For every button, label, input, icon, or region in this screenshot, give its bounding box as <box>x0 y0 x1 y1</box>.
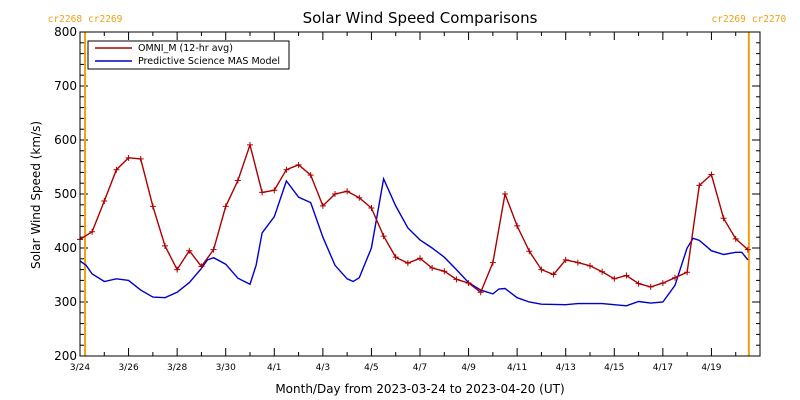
data-point <box>489 259 496 266</box>
x-tick-label: 4/1 <box>267 363 281 373</box>
data-point <box>562 256 569 263</box>
data-point <box>259 189 266 196</box>
data-point <box>198 263 205 270</box>
data-point <box>247 141 253 148</box>
y-axis-label: Solar Wind Speed (km/s) <box>29 121 43 269</box>
data-point <box>574 259 581 266</box>
data-point <box>659 280 666 287</box>
data-point <box>550 271 557 278</box>
data-point <box>392 254 399 261</box>
data-point <box>295 161 302 168</box>
x-tick-label: 4/17 <box>653 363 673 373</box>
data-point <box>708 171 715 178</box>
series-line <box>79 142 749 294</box>
y-tick-label: 800 <box>54 25 77 39</box>
data-point <box>149 203 156 210</box>
x-tick-label: 3/24 <box>70 363 90 373</box>
data-point <box>417 255 423 262</box>
y-tick-label: 500 <box>54 187 77 201</box>
data-point <box>319 202 326 209</box>
data-point <box>174 266 181 273</box>
series-mas <box>79 176 749 307</box>
series-line <box>79 176 749 307</box>
data-point <box>599 268 606 275</box>
data-point <box>453 276 460 283</box>
data-point <box>222 203 229 210</box>
carrington-label: cr2269 <box>88 14 123 25</box>
data-point <box>429 264 436 271</box>
data-point <box>380 233 387 240</box>
x-tick-label: 4/5 <box>364 363 378 373</box>
data-point <box>672 274 678 281</box>
x-tick-label: 4/9 <box>461 363 476 373</box>
data-point <box>113 166 120 173</box>
data-point <box>137 155 144 162</box>
data-point <box>404 260 411 267</box>
x-tick-label: 4/19 <box>701 363 721 373</box>
x-tick-label: 3/28 <box>167 363 187 373</box>
x-tick-label: 4/3 <box>316 363 330 373</box>
legend-label-mas: Predictive Science MAS Model <box>138 56 280 67</box>
data-point <box>465 280 472 287</box>
data-point <box>101 198 108 205</box>
x-tick-label: 4/7 <box>413 363 427 373</box>
y-tick-label: 600 <box>54 133 77 147</box>
carrington-label: cr2270 <box>752 14 787 25</box>
x-tick-label: 4/13 <box>556 363 576 373</box>
data-point <box>502 191 508 197</box>
data-point <box>186 247 193 254</box>
data-point <box>234 177 241 184</box>
data-point <box>526 248 533 255</box>
legend-label-omni: OMNI_M (12-hr avg) <box>138 43 233 54</box>
plot-frame <box>79 31 761 357</box>
carrington-label: cr2268 <box>48 14 83 25</box>
x-tick-label: 3/30 <box>216 363 236 373</box>
data-point <box>635 280 642 287</box>
data-point <box>587 262 593 269</box>
data-point <box>720 215 727 222</box>
data-point <box>368 205 375 212</box>
y-tick-label: 400 <box>54 241 77 255</box>
x-tick-label: 3/26 <box>118 363 138 373</box>
data-point <box>162 242 168 249</box>
data-point <box>356 194 363 201</box>
carrington-label: cr2269 <box>712 14 747 25</box>
chart-title: Solar Wind Speed Comparisons <box>303 9 538 27</box>
data-point <box>623 272 630 279</box>
data-point <box>732 235 739 242</box>
data-point <box>611 275 618 282</box>
data-point <box>538 266 545 273</box>
data-point <box>441 268 448 275</box>
series-omni <box>77 141 751 296</box>
data-point <box>696 182 703 189</box>
y-tick-label: 200 <box>54 349 77 363</box>
data-point <box>344 188 351 195</box>
data-point <box>744 246 751 253</box>
data-point <box>514 222 521 229</box>
data-point <box>210 246 217 253</box>
y-tick-label: 700 <box>54 79 77 93</box>
data-point <box>271 187 278 194</box>
data-point <box>283 166 290 173</box>
x-tick-label: 4/11 <box>507 363 527 373</box>
data-point <box>647 283 654 290</box>
data-point <box>684 269 691 276</box>
legend-box <box>87 40 290 70</box>
x-tick-label: 4/15 <box>604 363 624 373</box>
x-axis-label: Month/Day from 2023-03-24 to 2023-04-20 … <box>275 382 564 396</box>
y-tick-label: 300 <box>54 295 77 309</box>
data-point <box>307 172 314 179</box>
data-point <box>125 154 132 161</box>
data-point <box>89 228 96 235</box>
data-point <box>332 191 338 197</box>
legend: OMNI_M (12-hr avg) Predictive Science MA… <box>87 40 290 70</box>
data-point <box>477 289 484 296</box>
